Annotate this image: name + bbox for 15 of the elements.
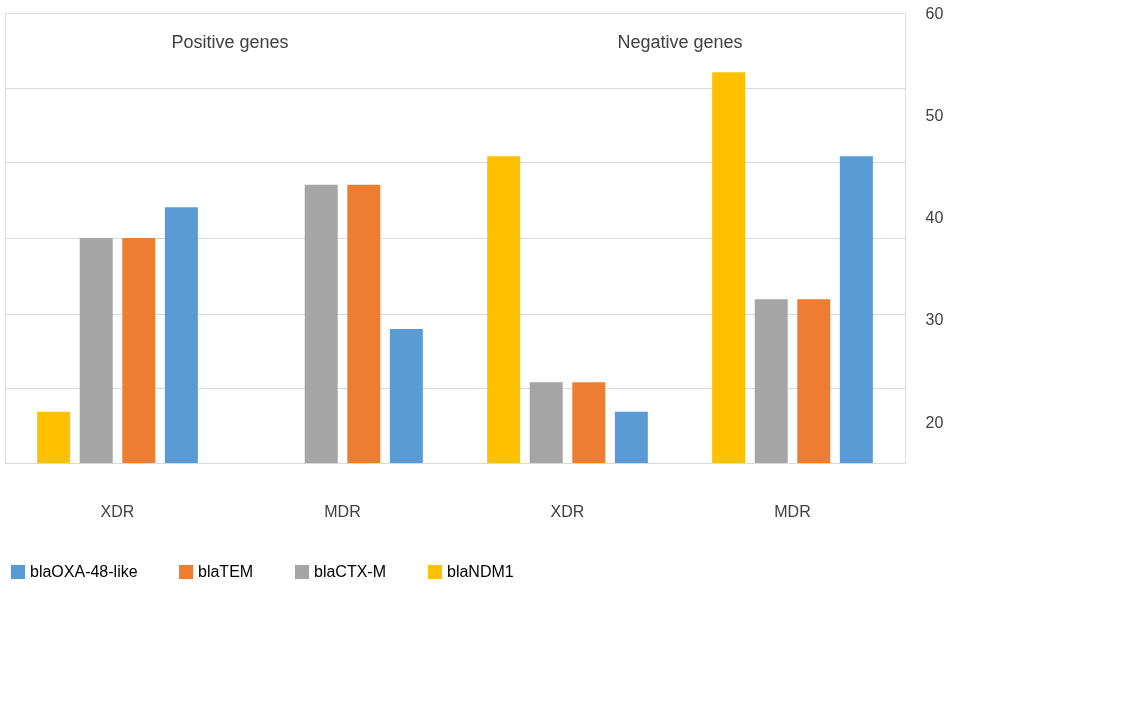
x-tick-label: MDR bbox=[324, 502, 361, 520]
y-tick-label: 40 bbox=[925, 209, 944, 227]
annotation: Positive genes bbox=[171, 32, 289, 52]
legend-label: blaTEM bbox=[198, 563, 254, 580]
annotation: Negative genes bbox=[617, 32, 743, 52]
x-tick-label: XDR bbox=[550, 502, 585, 520]
x-tick-label: MDR bbox=[774, 502, 811, 520]
y-tick-label: 50 bbox=[925, 106, 944, 124]
y-tick-label: 20 bbox=[925, 413, 944, 431]
legend-label: blaNDM1 bbox=[447, 563, 514, 580]
y-tick-label: 60 bbox=[925, 4, 944, 22]
x-tick-label: XDR bbox=[100, 502, 135, 520]
legend-label: blaCTX-M bbox=[314, 563, 387, 580]
legend-label: blaOXA-48-like bbox=[30, 563, 138, 580]
y-tick-label: 30 bbox=[925, 311, 944, 329]
